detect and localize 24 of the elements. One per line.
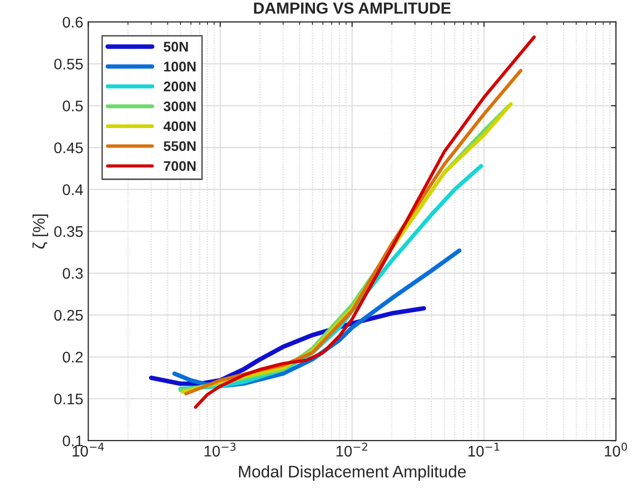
legend-label: 300N — [164, 101, 196, 112]
legend-label: 200N — [164, 82, 196, 92]
legend-label: 700N — [164, 161, 196, 171]
legend-label: 550N — [164, 141, 196, 152]
y-axis-title: ζ [%] — [32, 214, 48, 249]
y-tick-label: 0.35 — [54, 226, 83, 237]
y-tick-label: 0.15 — [54, 394, 83, 404]
legend-label: 400N — [163, 121, 196, 132]
x-axis-title: Modal Displacement Amplitude — [239, 465, 466, 481]
x-tick-label: 10$^{−3}$ — [204, 442, 236, 457]
x-tick-label: 10$^{0}$ — [604, 442, 627, 457]
legend-label: 100N — [164, 62, 196, 72]
y-tick-label: 0.4 — [62, 184, 83, 196]
legend-label: 50N — [164, 42, 188, 52]
y-tick-label: 0.6 — [62, 16, 83, 28]
y-tick-label: 0.3 — [62, 268, 83, 279]
x-tick-label: 10$^{−1}$ — [468, 442, 500, 457]
y-tick-label: 0.25 — [54, 310, 83, 321]
y-tick-label: 0.45 — [54, 142, 83, 154]
y-tick-label: 0.5 — [62, 100, 83, 112]
y-tick-label: 0.2 — [62, 352, 83, 363]
chart-title: DAMPING VS AMPLITUDE — [254, 2, 451, 14]
x-tick-label: 10$^{−2}$ — [336, 442, 368, 457]
y-tick-label: 0.55 — [54, 58, 83, 70]
